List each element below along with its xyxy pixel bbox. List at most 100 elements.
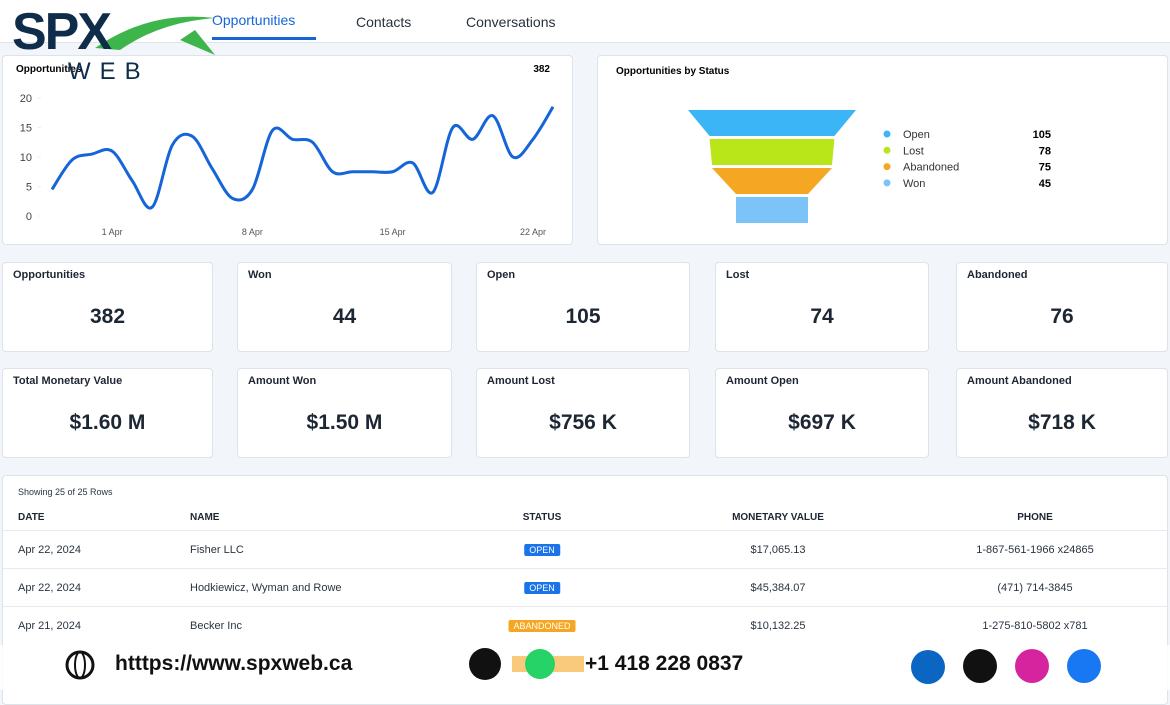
logo-name: SPX — [12, 3, 112, 61]
stat-label: Amount Lost — [487, 375, 555, 387]
column-header: MONETARY VALUE — [732, 512, 824, 523]
tab[interactable]: Contacts — [356, 14, 412, 30]
row-divider — [2, 530, 1168, 531]
stat-label: Total Monetary Value — [13, 375, 123, 387]
legend-value: 78 — [1039, 145, 1051, 157]
funnel-chart: Opportunities by Status Open 105 Lost 78 Aban… — [616, 66, 1051, 223]
stat-label: Abandoned — [967, 269, 1028, 281]
line — [50, 106, 555, 210]
stat-value: 382 — [89, 305, 126, 328]
stat-value: 74 — [810, 305, 834, 328]
stat-label: Open — [487, 269, 516, 281]
globe-icon — [74, 651, 86, 679]
footer-phone[interactable]: +1 418 228 0837 — [585, 652, 744, 675]
instagram-icon[interactable] — [1015, 649, 1049, 683]
logo-swoosh — [95, 16, 215, 55]
table-cell: Apr 22, 2024 — [18, 582, 81, 594]
x-tick-label: 1 Apr — [102, 227, 123, 237]
footer-url[interactable]: htttps://www.spxweb.ca — [115, 652, 353, 675]
stat-value: $718 K — [1028, 411, 1096, 434]
chart-total: 382 — [533, 64, 550, 75]
table-cell: (471) 714-3845 — [997, 582, 1073, 594]
legend-label: Lost — [903, 145, 924, 157]
legend-value: 105 — [1033, 129, 1051, 141]
status-badge: ABANDONED — [508, 620, 576, 632]
legend-label: Open — [903, 129, 930, 141]
y-tick-label: 10 — [20, 152, 32, 164]
stat-label: Amount Open — [726, 375, 799, 387]
table-cell: Fisher LLC — [190, 544, 244, 556]
column-header: PHONE — [1017, 512, 1053, 523]
stat-card: Amount Open $697 K — [715, 368, 929, 458]
tiktok-icon[interactable] — [963, 649, 997, 683]
stat-card: Open 105 — [476, 262, 690, 352]
stat-card: Abandoned 76 — [956, 262, 1168, 352]
line-panel — [2, 55, 573, 245]
stat-label: Amount Abandoned — [967, 375, 1072, 387]
facebook-icon[interactable] — [1067, 649, 1101, 683]
funnel-segment — [712, 168, 832, 194]
y-tick-label: 20 — [20, 93, 32, 105]
row-divider — [2, 606, 1168, 607]
table-cell: 1-867-561-1966 x24865 — [976, 544, 1094, 556]
tab[interactable]: Conversations — [466, 14, 556, 30]
funnel-panel — [597, 55, 1168, 245]
legend-value: 75 — [1039, 162, 1051, 174]
funnel-segment — [736, 197, 808, 223]
stat-label: Amount Won — [248, 375, 317, 387]
stat-value: $756 K — [549, 411, 617, 434]
status-badge: OPEN — [524, 582, 560, 594]
stat-label: Lost — [726, 269, 750, 281]
stat-card: Lost 74 — [715, 262, 929, 352]
overlay-icons — [65, 16, 1101, 684]
column-header: NAME — [190, 512, 220, 523]
y-tick-label: 15 — [20, 123, 32, 135]
funnel-segment — [688, 110, 856, 136]
stat-card: Amount Won $1.50 M — [237, 368, 452, 458]
legend-label: Won — [903, 178, 925, 190]
x-tick-label: 8 Apr — [242, 227, 263, 237]
table-cell: Hodkiewicz, Wyman and Rowe — [190, 582, 342, 594]
x-tick-label: 15 Apr — [380, 227, 406, 237]
globe-icon — [65, 650, 95, 680]
stat-value: $1.60 M — [69, 411, 146, 434]
chart-title: Opportunities by Status — [616, 66, 730, 77]
funnel-segment — [709, 139, 835, 165]
column-header: STATUS — [522, 512, 562, 523]
linkedin-icon[interactable] — [911, 650, 945, 684]
table-cell: $10,132.25 — [750, 620, 806, 632]
status-badge: OPEN — [524, 544, 560, 556]
legend-dot — [883, 146, 891, 154]
y-tick-label: 0 — [26, 211, 32, 223]
stat-label: Won — [248, 269, 272, 281]
stat-card: Amount Lost $756 K — [476, 368, 690, 458]
stat-card: Won 44 — [237, 262, 452, 352]
legend-label: Abandoned — [903, 162, 959, 174]
stat-value: 76 — [1050, 305, 1074, 328]
stat-value: $1.50 M — [306, 411, 383, 434]
table-cell: 1-275-810-5802 x781 — [982, 620, 1088, 632]
table-caption: Showing 25 of 25 Rows — [18, 487, 113, 497]
tab[interactable]: Opportunities — [212, 12, 296, 28]
y-tick-label: 5 — [26, 182, 32, 194]
legend-value: 45 — [1039, 178, 1051, 190]
stat-card: Opportunities 382 — [2, 262, 213, 352]
stat-value: 44 — [332, 305, 357, 328]
row-divider — [2, 568, 1168, 569]
stat-card: Amount Abandoned $718 K — [956, 368, 1168, 458]
table-cell: Apr 21, 2024 — [18, 620, 81, 632]
table-cell: Apr 22, 2024 — [18, 544, 81, 556]
column-header: DATE — [18, 512, 45, 523]
x-tick-label: 22 Apr — [520, 227, 546, 237]
line-chart: Opportunities 382 0 5 10 15 20 1 Apr 8 Apr 15 Apr… — [16, 64, 555, 237]
whatsapp-icon — [525, 649, 555, 679]
table-cell: $17,065.13 — [750, 544, 806, 556]
phone-icon — [469, 648, 501, 680]
table-cell: $45,384.07 — [750, 582, 806, 594]
legend-dot — [883, 163, 891, 171]
stat-value: 105 — [565, 305, 601, 328]
stat-label: Opportunities — [13, 269, 86, 281]
legend-dot — [883, 130, 891, 138]
table-cell: Becker Inc — [190, 620, 242, 632]
